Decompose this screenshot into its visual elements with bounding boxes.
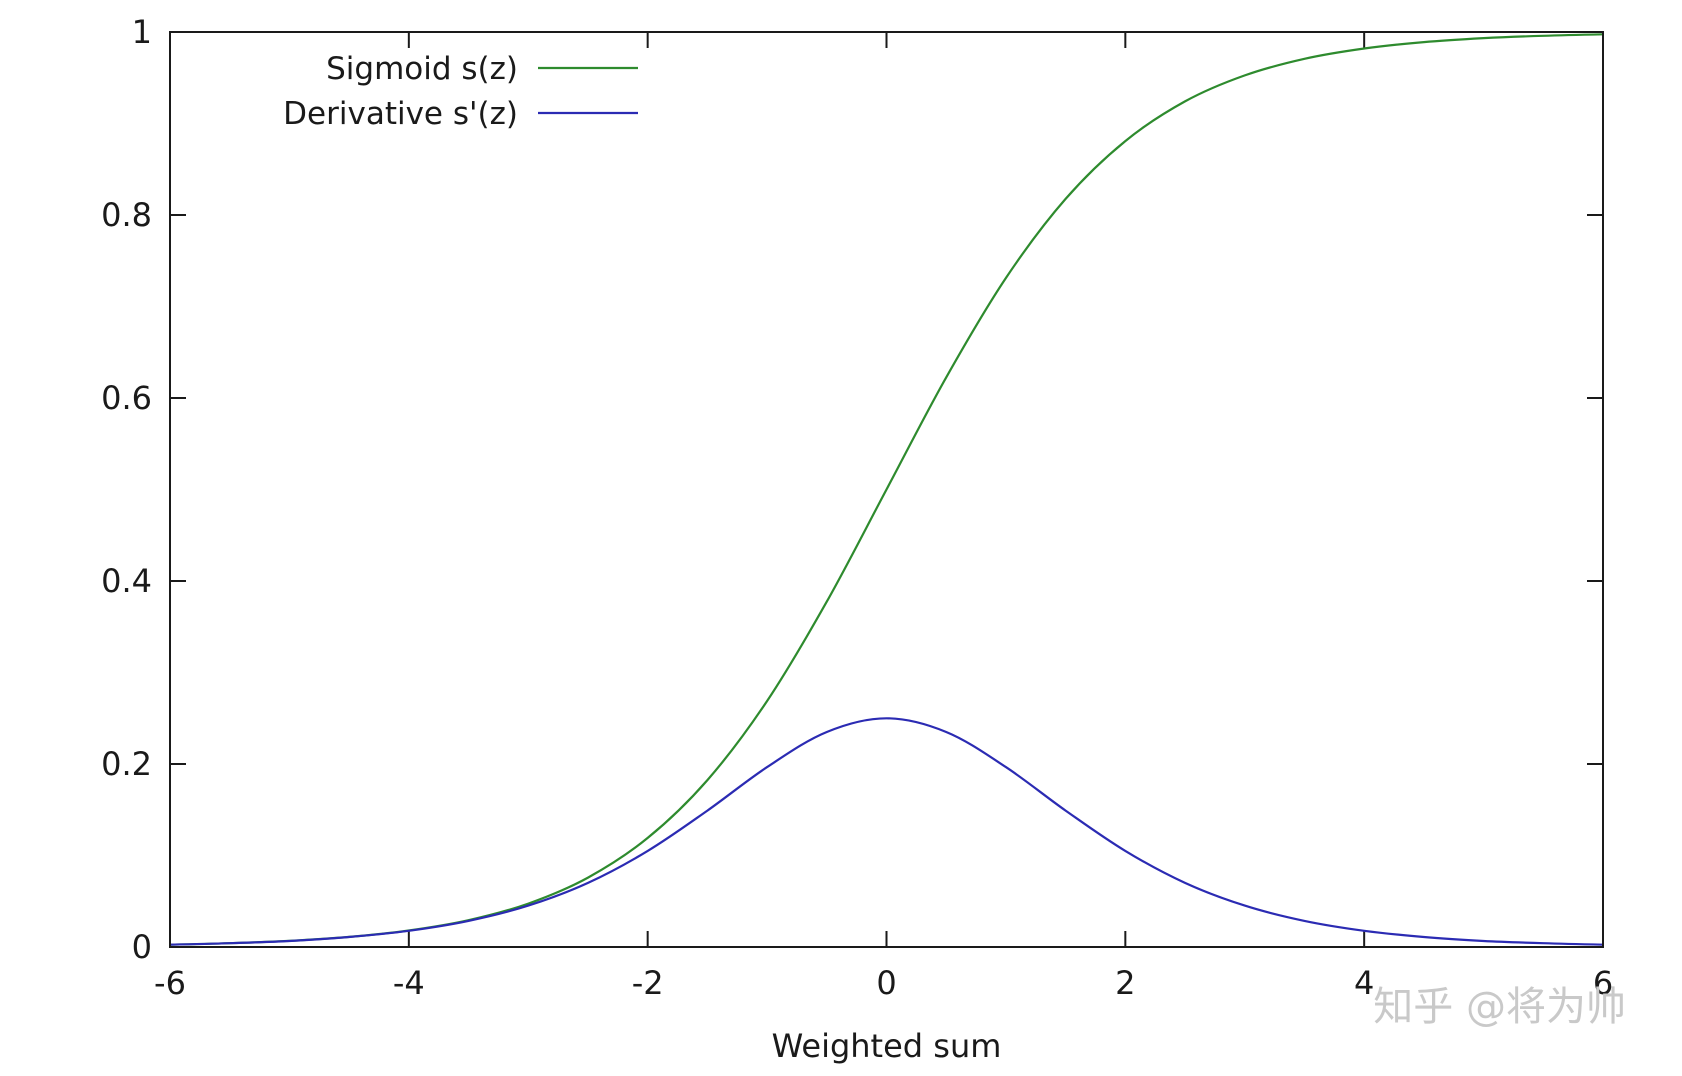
y-tick-label: 0.2 xyxy=(101,745,152,783)
legend: Sigmoid s(z) Derivative s'(z) xyxy=(283,51,638,132)
x-tick-label: -4 xyxy=(393,964,425,1002)
labels-layer: -6 -4 -2 0 2 4 6 0 0.2 0.4 0.6 0.8 1 xyxy=(101,13,1613,1002)
series-layer xyxy=(169,33,1604,946)
legend-label-sigmoid: Sigmoid s(z) xyxy=(326,51,518,87)
x-tick-label: 0 xyxy=(876,964,896,1002)
plot-frame xyxy=(169,31,1604,948)
y-tick-label: 0.6 xyxy=(101,379,152,417)
series-line-derivative xyxy=(169,717,1604,946)
x-tick-label: 6 xyxy=(1593,964,1613,1002)
y-tick-label: 1 xyxy=(132,13,152,51)
x-tick-label: 4 xyxy=(1354,964,1374,1002)
legend-label-derivative: Derivative s'(z) xyxy=(283,96,518,132)
y-tick-label: 0 xyxy=(132,928,152,966)
x-axis-title: Weighted sum xyxy=(772,1027,1002,1065)
x-tick-label: 2 xyxy=(1115,964,1135,1002)
y-tick-label: 0.4 xyxy=(101,562,152,600)
series-line-sigmoid xyxy=(169,33,1604,946)
y-tick-label: 0.8 xyxy=(101,196,152,234)
x-tick-label: -2 xyxy=(632,964,664,1002)
watermark: 知乎 @将为帅 xyxy=(1373,984,1626,1030)
x-tick-label: -6 xyxy=(154,964,186,1002)
